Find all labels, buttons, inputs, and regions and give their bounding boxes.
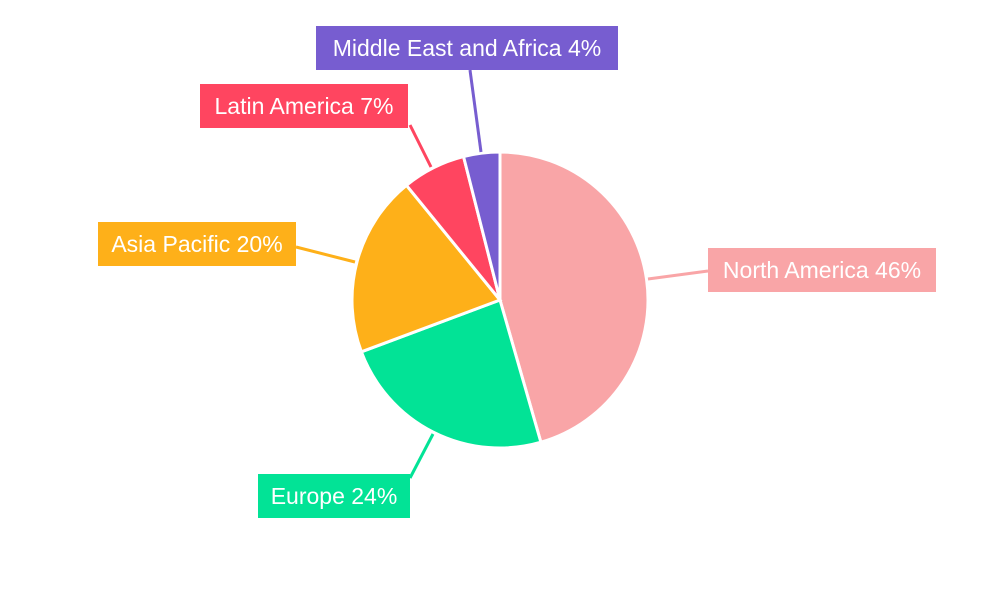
data-label: Europe 24%	[258, 474, 410, 518]
data-label: Asia Pacific 20%	[98, 222, 296, 266]
pie-slice-middle-east-and-africa[interactable]	[461, 150, 502, 301]
leader-line	[408, 124, 433, 168]
data-label: North America 46%	[708, 248, 936, 292]
leader-line	[647, 269, 709, 281]
pie-slice-europe[interactable]	[359, 298, 543, 450]
data-label: Latin America 7%	[200, 84, 408, 128]
pie-slice-asia-pacific[interactable]	[350, 183, 503, 354]
leader-line	[295, 245, 356, 264]
pie-slice-north-america[interactable]	[498, 150, 650, 445]
data-label: Middle East and Africa 4%	[316, 26, 618, 70]
leader-line	[408, 433, 435, 479]
leader-line	[468, 69, 483, 153]
